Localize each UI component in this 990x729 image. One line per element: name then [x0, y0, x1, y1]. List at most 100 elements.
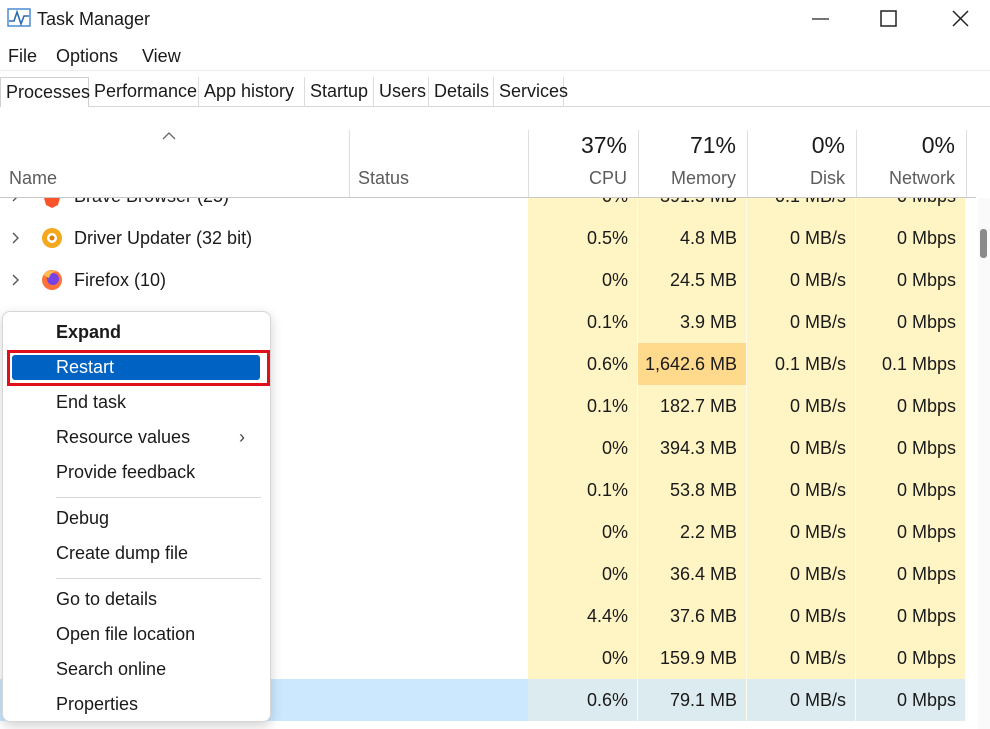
- usage-cell: 36.4 MB: [638, 553, 747, 595]
- tab[interactable]: Services: [494, 77, 568, 106]
- process-row[interactable]: Driver Updater (32 bit) 0.5% 4.8 MB 0 MB/s 0…: [0, 217, 966, 259]
- usage-cell: 0 Mbps: [856, 553, 966, 595]
- process-row[interactable]: 0.1% 53.8 MB 0 MB/s 0 Mbps: [0, 469, 966, 511]
- process-row[interactable]: 0% 394.3 MB 0 MB/s 0 Mbps: [0, 427, 966, 469]
- app-icon: [7, 8, 31, 27]
- tab[interactable]: App history: [199, 77, 305, 106]
- column-usage: 37%: [580, 132, 627, 158]
- usage-cell: 0 Mbps: [856, 595, 966, 637]
- usage-cell: 0 MB/s: [747, 637, 856, 679]
- column-header[interactable]: Memory: [670, 168, 736, 188]
- usage-cell: 0.1 MB/s: [747, 198, 856, 217]
- process-row[interactable]: 0% 159.9 MB 0 MB/s 0 Mbps: [0, 637, 966, 679]
- tab[interactable]: Performance: [89, 77, 199, 106]
- tab-divider: [0, 106, 990, 107]
- scrollbar-thumb[interactable]: [980, 229, 987, 258]
- column-header[interactable]: CPU: [588, 168, 627, 188]
- usage-cell: 0 MB/s: [747, 679, 856, 721]
- usage-cell: 0%: [528, 427, 638, 469]
- context-menu-item[interactable]: Provide feedback: [56, 462, 196, 482]
- tab[interactable]: Startup: [305, 77, 374, 106]
- usage-cell: 0 Mbps: [856, 385, 966, 427]
- usage-cell: 0 Mbps: [856, 469, 966, 511]
- usage-cell: 182.7 MB: [638, 385, 747, 427]
- row-icons: [12, 228, 62, 248]
- tab[interactable]: Users: [374, 77, 429, 106]
- usage-cell: 0 Mbps: [856, 427, 966, 469]
- column-divider: [966, 130, 967, 197]
- menu-item[interactable]: View: [142, 46, 181, 66]
- usage-cell: 0.1 MB/s: [747, 343, 856, 385]
- menu-item[interactable]: File: [8, 46, 38, 66]
- context-menu-item[interactable]: Create dump file: [56, 543, 189, 563]
- context-menu-item[interactable]: Debug: [56, 508, 110, 528]
- column-divider: [638, 130, 639, 197]
- usage-cell: 0%: [528, 553, 638, 595]
- row-icons: [12, 270, 62, 290]
- maximize-button[interactable]: [880, 10, 897, 27]
- row-icons: [12, 198, 60, 208]
- context-menu-item[interactable]: End task: [56, 392, 127, 412]
- process-list: Brave Browser (25)0%391.5 MB0.1 MB/s0 Mb…: [0, 198, 976, 729]
- process-name: Brave Browser (25): [74, 198, 229, 217]
- usage-cell: 0 Mbps: [856, 217, 966, 259]
- menu-item[interactable]: Options: [56, 46, 119, 66]
- title-bar-graphics: [7, 8, 969, 27]
- column-usage: 71%: [689, 132, 736, 158]
- usage-cell: 0 Mbps: [856, 679, 966, 721]
- process-row[interactable]: Firefox (10) 0% 24.5 MB 0 MB/s 0 Mbps: [0, 259, 966, 301]
- column-header[interactable]: Network: [888, 168, 955, 188]
- usage-cell: 0.5%: [528, 217, 638, 259]
- column-divider: [747, 130, 748, 197]
- usage-cell: 0 Mbps: [856, 198, 966, 217]
- process-row[interactable]: 0% 36.4 MB 0 MB/s 0 Mbps: [0, 553, 966, 595]
- column-header[interactable]: Disk: [810, 168, 845, 188]
- window-title: Task Manager: [37, 9, 151, 29]
- usage-cell: 394.3 MB: [638, 427, 747, 469]
- menu-divider: [0, 70, 990, 71]
- process-row[interactable]: 4.4% 37.6 MB 0 MB/s 0 Mbps: [0, 595, 966, 637]
- column-divider: [528, 130, 529, 197]
- close-button[interactable]: [952, 10, 969, 27]
- tab[interactable]: Processes: [0, 77, 90, 107]
- process-name: Driver Updater (32 bit): [74, 228, 253, 248]
- context-menu-item[interactable]: Expand: [56, 322, 122, 342]
- usage-cell: 3.9 MB: [638, 301, 747, 343]
- context-menu-item[interactable]: Properties: [56, 694, 139, 714]
- usage-cell: 0.6%: [528, 343, 638, 385]
- process-row[interactable]: 0.1% 182.7 MB 0 MB/s 0 Mbps: [0, 385, 966, 427]
- usage-cell: 0 MB/s: [747, 427, 856, 469]
- context-menu-item[interactable]: Open file location: [56, 624, 196, 644]
- usage-cell: 37.6 MB: [638, 595, 747, 637]
- context-menu-item[interactable]: Search online: [56, 659, 167, 679]
- usage-cell: 159.9 MB: [638, 637, 747, 679]
- process-row[interactable]: 0.6% 1,642.6 MB 0.1 MB/s 0.1 Mbps: [0, 343, 966, 385]
- usage-cell: 0 MB/s: [747, 217, 856, 259]
- menu-separator: [56, 497, 261, 498]
- column-header[interactable]: Name: [9, 168, 58, 188]
- usage-cell: 0%: [528, 511, 638, 553]
- usage-cell: 0 MB/s: [747, 301, 856, 343]
- context-menu-item[interactable]: Go to details: [56, 589, 158, 609]
- usage-cell: 0.6%: [528, 679, 638, 721]
- usage-cell: 0 Mbps: [856, 259, 966, 301]
- usage-cell: 0 MB/s: [747, 553, 856, 595]
- usage-cell: 0 Mbps: [856, 301, 966, 343]
- context-menu-item[interactable]: Restart: [56, 357, 115, 377]
- process-row[interactable]: Brave Browser (25) 0%391.5 MB0.1 MB/s0 Mb…: [0, 198, 966, 217]
- usage-cell: 391.5 MB: [638, 198, 747, 217]
- scrollbar-track: [978, 198, 990, 729]
- menu-separator: [56, 578, 261, 579]
- sort-indicator: [162, 132, 176, 140]
- context-menu: Expand Restart End task Resource values › Pro…: [2, 311, 271, 722]
- column-header[interactable]: Status: [358, 168, 410, 188]
- submenu-arrow: ›: [239, 427, 245, 447]
- context-menu-item[interactable]: Resource values: [56, 427, 191, 447]
- process-row[interactable]: 0.1% 3.9 MB 0 MB/s 0 Mbps: [0, 301, 966, 343]
- column-usage: 0%: [921, 132, 955, 158]
- usage-cell: 0.1%: [528, 301, 638, 343]
- usage-cell: 0 MB/s: [747, 469, 856, 511]
- process-row[interactable]: 0% 2.2 MB 0 MB/s 0 Mbps: [0, 511, 966, 553]
- tab[interactable]: Details: [429, 77, 494, 106]
